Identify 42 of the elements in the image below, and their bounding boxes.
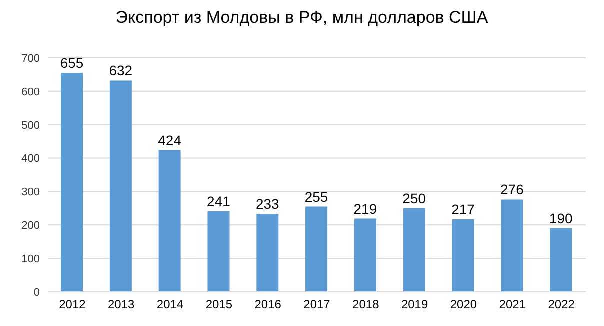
chart-title: Экспорт из Молдовы в РФ, млн долларов США xyxy=(114,8,490,29)
y-tick-label: 500 xyxy=(22,120,40,132)
data-label: 233 xyxy=(256,196,280,212)
bar xyxy=(403,208,426,292)
x-tick-label: 2018 xyxy=(352,298,380,312)
data-label: 424 xyxy=(158,132,182,148)
data-label: 190 xyxy=(549,210,573,226)
data-label: 250 xyxy=(402,190,426,206)
x-tick-label: 2020 xyxy=(450,298,478,312)
bar xyxy=(306,206,328,292)
data-label: 217 xyxy=(452,201,476,218)
x-tick-label: 2017 xyxy=(304,298,331,312)
bar xyxy=(550,228,572,292)
bar xyxy=(452,219,474,292)
bar xyxy=(158,150,181,292)
y-tick-label: 100 xyxy=(22,253,40,266)
x-tick-label: 2012 xyxy=(59,298,86,312)
x-tick-label: 2014 xyxy=(156,298,184,312)
data-label: 632 xyxy=(109,62,133,79)
y-tick-label: 300 xyxy=(22,186,40,199)
x-tick-label: 2016 xyxy=(254,298,282,312)
data-label: 241 xyxy=(207,193,231,210)
y-tick-label: 700 xyxy=(22,52,40,65)
bar xyxy=(208,211,230,292)
y-tick-label: 0 xyxy=(34,286,40,299)
data-label: 655 xyxy=(60,55,84,72)
data-label: 276 xyxy=(500,182,524,198)
bar xyxy=(501,200,524,292)
y-tick-label: 600 xyxy=(22,86,40,98)
x-tick-label: 2015 xyxy=(206,298,233,312)
data-label: 219 xyxy=(354,200,378,217)
bar xyxy=(354,218,376,292)
x-tick-label: 2013 xyxy=(108,298,136,312)
bar xyxy=(256,214,279,292)
x-tick-label: 2019 xyxy=(401,298,428,312)
bar xyxy=(61,73,83,292)
x-tick-label: 2021 xyxy=(499,298,526,312)
data-label: 255 xyxy=(304,188,328,205)
x-tick-label: 2022 xyxy=(548,298,576,312)
y-tick-label: 200 xyxy=(22,220,40,232)
y-tick-label: 400 xyxy=(22,153,40,166)
bar xyxy=(110,80,132,292)
